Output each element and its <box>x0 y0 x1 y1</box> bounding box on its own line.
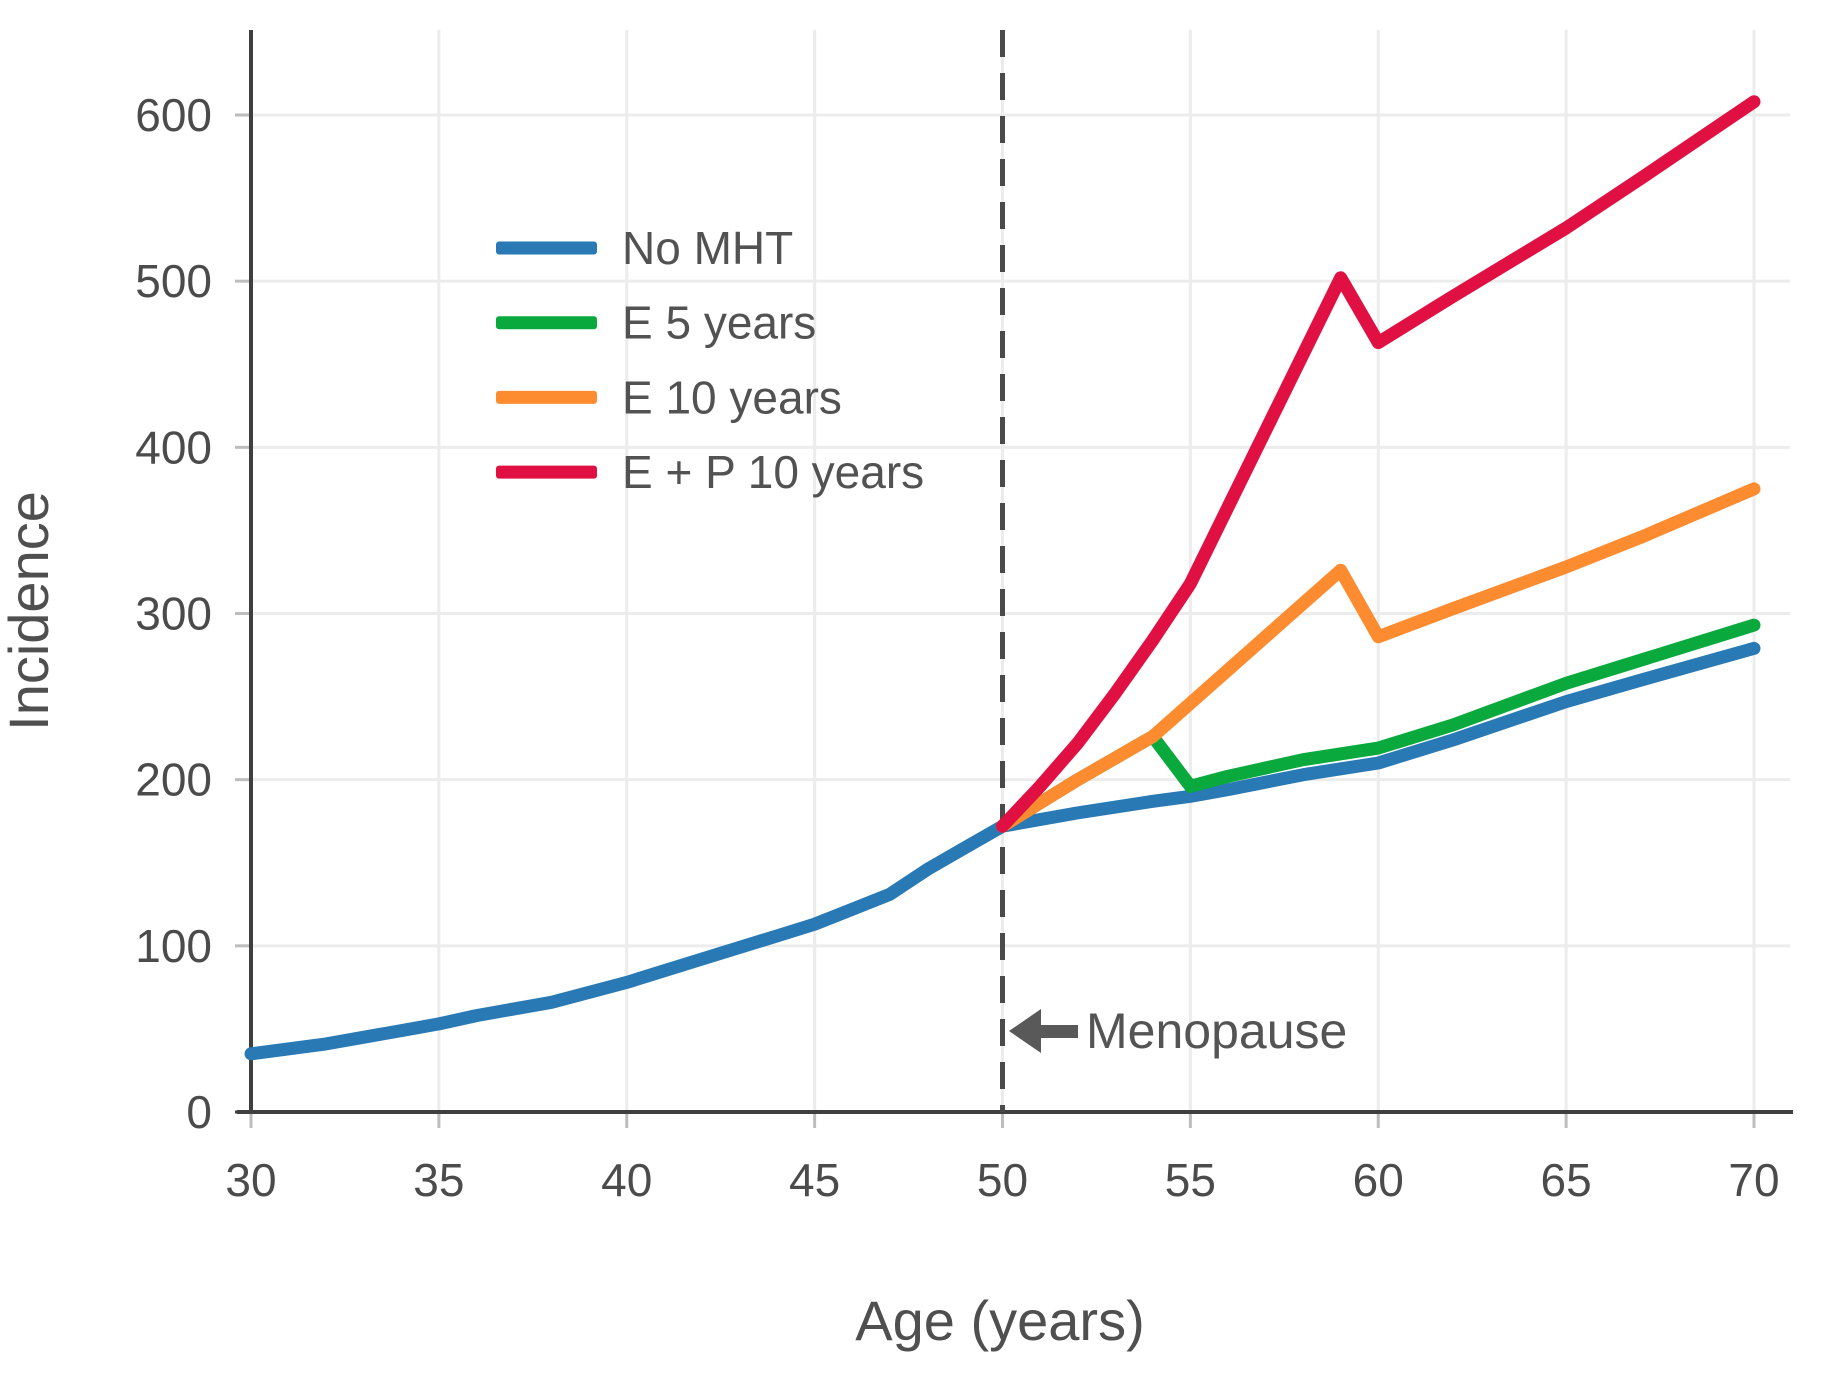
x-tick-label-50: 50 <box>977 1154 1028 1206</box>
legend-swatch-e-p-10-years <box>496 465 597 479</box>
y-tick-label-400: 400 <box>135 421 212 473</box>
menopause-arrow-shaft <box>1038 1025 1078 1038</box>
menopause-arrow-icon <box>1009 1009 1041 1053</box>
x-tick-label-40: 40 <box>601 1154 652 1206</box>
x-tick-label-65: 65 <box>1541 1154 1592 1206</box>
legend-item-e-p-10-years: E + P 10 years <box>496 446 924 498</box>
y-tick-label-300: 300 <box>135 588 212 640</box>
legend-item-e-5-years: E 5 years <box>496 297 816 349</box>
y-tick-label-600: 600 <box>135 89 212 141</box>
x-tick-label-45: 45 <box>789 1154 840 1206</box>
legend-swatch-e-5-years <box>496 316 597 330</box>
legend-label-e-10-years: E 10 years <box>622 371 842 423</box>
series-lines <box>244 95 1761 1061</box>
x-tick-label-60: 60 <box>1353 1154 1404 1206</box>
legend-swatch-no-mht <box>496 241 597 255</box>
y-tick-label-200: 200 <box>135 754 212 806</box>
legend-item-e-10-years: E 10 years <box>496 371 842 423</box>
series-line-no-mht <box>244 641 1761 1061</box>
y-tick-label-500: 500 <box>135 255 212 307</box>
legend: No MHT E 5 years E 10 years E + P 10 years <box>496 222 924 498</box>
x-axis-title: Age (years) <box>855 1289 1144 1352</box>
legend-item-no-mht: No MHT <box>496 222 793 274</box>
x-tick-label-35: 35 <box>413 1154 464 1206</box>
menopause-label: Menopause <box>1086 1003 1347 1059</box>
x-tick-label-30: 30 <box>225 1154 276 1206</box>
axis-ticks <box>235 113 1756 1128</box>
series-line-e-p-10-years <box>996 95 1761 833</box>
menopause-annotation: Menopause <box>1009 1003 1347 1059</box>
x-tick-label-55: 55 <box>1165 1154 1216 1206</box>
y-axis-title: Incidence <box>0 491 60 731</box>
legend-swatch-e-10-years <box>496 390 597 404</box>
series-line-e-10-years <box>996 482 1761 833</box>
y-tick-label-100: 100 <box>135 920 212 972</box>
legend-label-no-mht: No MHT <box>622 222 793 274</box>
legend-label-e-5-years: E 5 years <box>622 297 816 349</box>
legend-label-e-p-10-years: E + P 10 years <box>622 446 924 498</box>
y-tick-label-0: 0 <box>186 1086 212 1138</box>
tick-labels: 0 100 200 300 400 500 600 30 35 40 45 50 55 60 65 70 <box>135 89 1779 1206</box>
x-tick-label-70: 70 <box>1728 1154 1779 1206</box>
